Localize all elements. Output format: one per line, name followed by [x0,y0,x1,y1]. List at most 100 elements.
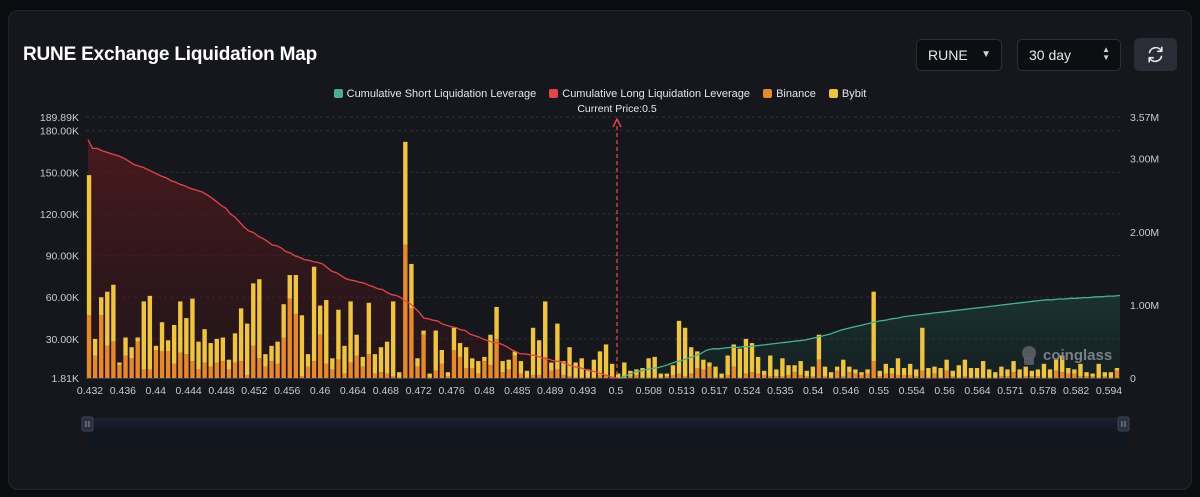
bar-binance [275,363,280,378]
bar-binance [1078,376,1083,378]
legend-item-long[interactable]: Cumulative Long Liquidation Leverage [549,88,750,100]
bar-bybit [597,351,603,375]
bar-bybit [384,341,390,374]
bar-binance [421,334,426,378]
y-right-tick-label: 1.00M [1130,300,1159,312]
bar-binance [774,376,779,378]
bar-binance [719,377,724,379]
bar-binance [713,377,718,379]
bar-binance [634,374,639,378]
y-left-tick-label: 120.00K [40,209,79,221]
bar-binance [433,370,438,378]
bar-bybit [786,365,791,375]
bar-bybit [974,368,980,378]
legend-item-binance[interactable]: Binance [763,88,816,100]
bar-binance [670,374,676,378]
bar-bybit [755,356,761,374]
bar-binance [853,373,858,378]
bar-binance [397,377,402,379]
bar-bybit [153,345,159,350]
x-tick-label: 0.493 [570,385,596,397]
bar-binance [445,376,451,378]
bar-binance [366,354,372,378]
zoom-slider-track[interactable] [88,418,1127,430]
bar-bybit [987,369,992,378]
bar-binance [226,369,232,378]
bar-binance [506,369,511,378]
bar-bybit [397,372,402,378]
bar-binance [816,359,822,378]
bar-bybit [202,329,207,363]
bar-binance [220,361,226,378]
bar-bybit [524,370,530,378]
bar-bybit [220,337,226,362]
legend-item-bybit[interactable]: Bybit [828,88,866,100]
bar-bybit [816,334,822,360]
bar-bybit [956,365,962,378]
legend-item-short[interactable]: Cumulative Short Liquidation Leverage [333,88,536,100]
bar-bybit [731,344,736,367]
x-tick-label: 0.444 [175,385,201,397]
x-tick-label: 0.46 [310,385,331,397]
bar-bybit [609,363,615,378]
bar-bybit [828,372,834,378]
bar-bybit [439,349,445,364]
refresh-button[interactable] [1134,38,1177,71]
bar-binance [737,377,743,379]
legend-swatch [828,89,838,98]
bar-binance [214,362,219,378]
bar-binance [257,358,262,378]
zoom-slider-shadow [88,430,1127,448]
bar-bybit [451,327,457,350]
bar-binance [543,356,548,378]
bar-binance [987,377,992,379]
x-tick-label: 0.472 [406,385,432,397]
bar-bybit [530,327,536,375]
bar-binance [172,363,177,378]
bar-bybit [1084,372,1089,377]
long-leverage-area [88,139,617,378]
bar-binance [287,298,292,378]
bar-bybit [664,373,670,377]
coin-select[interactable]: RUNE ▼ [916,39,1002,71]
zoom-handle-right[interactable] [1117,416,1130,432]
bar-bybit [622,362,627,378]
x-tick-label: 0.54 [803,385,824,397]
bar-bybit [105,291,110,346]
range-select[interactable]: 30 day ▲ ▼ [1017,39,1121,71]
bar-binance [901,374,907,378]
bar-bybit [433,330,438,371]
bar-binance [281,337,286,378]
y-right-tick-label: 0 [1130,373,1136,385]
bar-binance [518,373,524,378]
y-left-tick-label: 60.00K [46,292,79,304]
y-left-tick-label: 30.00K [46,334,79,346]
bar-bybit [980,361,986,378]
bar-binance [354,355,359,378]
bar-bybit [549,362,554,371]
bar-bybit [993,372,998,378]
bar-binance [476,373,481,378]
bar-binance [1108,377,1114,379]
bar-binance [457,356,463,378]
bar-bybit [482,356,487,362]
bar-bybit [470,358,475,369]
bar-bybit [725,355,730,375]
bar-bybit [421,330,426,335]
bar-bybit [640,368,645,378]
bar-bybit [299,315,305,377]
bar-binance [1023,376,1028,378]
bar-bybit [348,301,353,363]
bar-bybit [707,362,712,367]
bar-binance [950,376,955,378]
bar-bybit [1096,363,1101,378]
zoom-handle-left[interactable] [81,416,94,432]
bar-binance [1005,376,1010,378]
bar-bybit [950,370,955,377]
bar-bybit [317,305,323,335]
bar-binance [555,369,560,378]
bar-bybit [494,306,499,339]
bar-bybit [907,363,913,375]
bar-bybit [117,362,122,366]
